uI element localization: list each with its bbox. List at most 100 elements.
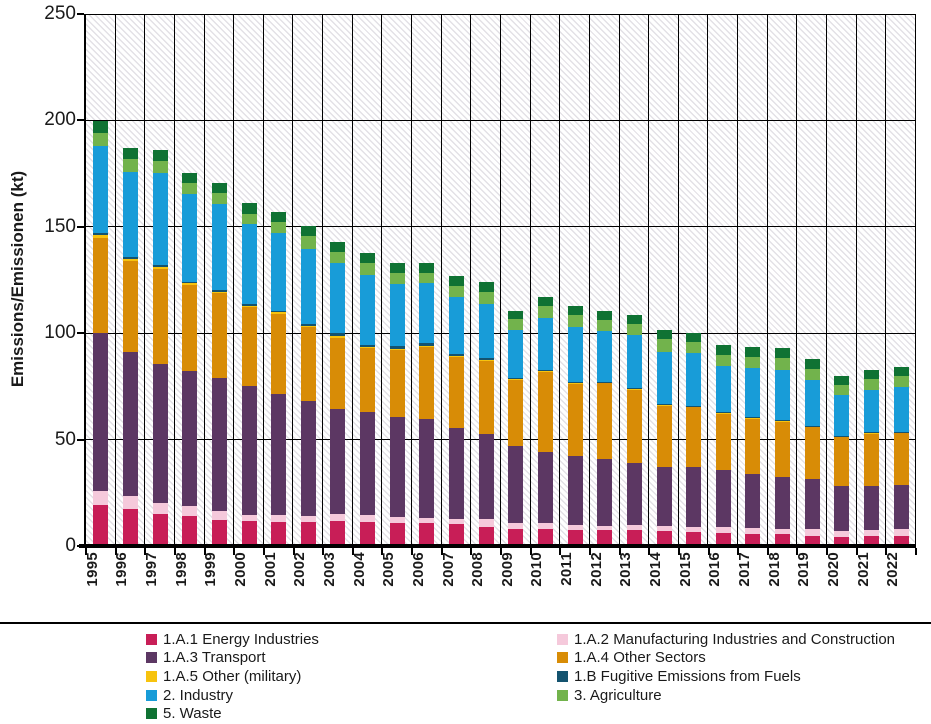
bar-segment-other-sectors-2005 <box>389 350 405 418</box>
x-tick-3 <box>173 548 176 555</box>
bar-segment-waste-2012 <box>597 310 613 320</box>
bar-1996 <box>122 148 138 546</box>
y-tick-250 <box>77 13 84 15</box>
bar-segment-other-sectors-1997 <box>152 268 168 365</box>
bar-segment-other-military-2009 <box>508 379 524 380</box>
bar-segment-waste-2015 <box>686 332 702 342</box>
bar-segment-fugitive-emissions-2020 <box>834 435 850 437</box>
x-tick-4 <box>203 548 206 555</box>
bar-segment-fugitive-emissions-2005 <box>389 346 405 349</box>
bar-segment-other-sectors-2013 <box>626 389 642 464</box>
x-tick-19 <box>648 548 651 555</box>
bar-segment-fugitive-emissions-2012 <box>597 381 613 383</box>
bar-segment-other-military-2004 <box>360 347 376 349</box>
bar-segment-other-sectors-1998 <box>182 285 198 371</box>
bar-segment-waste-1998 <box>182 172 198 184</box>
legend-swatch-fugitive-emissions <box>557 670 568 682</box>
gridline-100 <box>86 332 916 334</box>
bar-segment-transport-2018 <box>775 477 791 529</box>
y-label-50: 50 <box>54 428 76 450</box>
bar-segment-energy-industries-2010 <box>537 529 553 546</box>
bar-segment-agriculture-2001 <box>271 222 287 233</box>
bar-segment-agriculture-2004 <box>360 263 376 276</box>
x-label-2006: 2006 <box>409 552 427 587</box>
bar-segment-agriculture-2014 <box>656 339 672 352</box>
bar-segment-energy-industries-2021 <box>864 536 880 546</box>
y-label-0: 0 <box>65 535 76 556</box>
bar-segment-other-sectors-2015 <box>686 407 702 468</box>
bar-segment-transport-2014 <box>656 466 672 526</box>
x-tick-16 <box>559 548 562 555</box>
legend-item-energy-industries: 1.A.1 Energy Industries <box>146 630 319 649</box>
bar-segment-industry-2003 <box>330 263 346 334</box>
bar-segment-energy-industries-1999 <box>211 519 227 546</box>
category-column-2006 <box>412 15 442 546</box>
x-label-2009: 2009 <box>498 552 516 587</box>
bar-segment-transport-2011 <box>567 455 583 526</box>
bar-segment-waste-2000 <box>241 203 257 214</box>
bar-segment-agriculture-2007 <box>449 286 465 298</box>
bar-segment-manufacturing-construction-2009 <box>508 522 524 530</box>
category-column-2010 <box>531 15 561 546</box>
bar-segment-other-military-2000 <box>241 305 257 308</box>
bar-segment-industry-2006 <box>419 283 435 344</box>
bar-segment-other-sectors-2006 <box>419 347 435 420</box>
bar-segment-transport-2022 <box>893 484 909 530</box>
bar-segment-manufacturing-construction-2001 <box>271 515 287 522</box>
bar-segment-other-sectors-2007 <box>449 357 465 428</box>
bar-segment-other-sectors-2001 <box>271 313 287 395</box>
bar-segment-transport-2003 <box>330 408 346 515</box>
y-label-200: 200 <box>44 109 76 131</box>
category-column-1998 <box>175 15 205 546</box>
y-label-150: 150 <box>44 215 76 237</box>
bar-segment-waste-2011 <box>567 306 583 316</box>
bar-segment-energy-industries-1995 <box>93 504 109 546</box>
bar-segment-fugitive-emissions-2021 <box>864 432 880 434</box>
bar-segment-agriculture-2009 <box>508 319 524 331</box>
category-column-2013 <box>620 15 650 546</box>
bar-segment-manufacturing-construction-2017 <box>745 527 761 534</box>
x-label-2021: 2021 <box>854 552 872 587</box>
bar-segment-energy-industries-2015 <box>686 532 702 546</box>
bar-segment-agriculture-1997 <box>152 160 168 173</box>
bar-segment-other-sectors-1995 <box>93 237 109 334</box>
bar-segment-transport-1997 <box>152 364 168 504</box>
bar-segment-manufacturing-construction-2002 <box>300 516 316 522</box>
x-label-1999: 1999 <box>202 552 220 587</box>
x-label-2022: 2022 <box>884 552 902 587</box>
bar-segment-manufacturing-construction-2011 <box>567 525 583 531</box>
bar-segment-waste-2009 <box>508 310 524 320</box>
bar-2011 <box>567 306 583 546</box>
x-tick-23 <box>766 548 769 555</box>
bar-segment-waste-2017 <box>745 346 761 357</box>
bar-segment-other-sectors-2014 <box>656 406 672 467</box>
x-label-2007: 2007 <box>439 552 457 587</box>
bar-segment-fugitive-emissions-2011 <box>567 382 583 384</box>
bar-segment-other-military-2014 <box>656 405 672 406</box>
bar-segment-other-sectors-2004 <box>360 348 376 412</box>
bar-segment-manufacturing-construction-1996 <box>122 496 138 509</box>
bar-segment-energy-industries-1998 <box>182 516 198 546</box>
y-label-250: 250 <box>44 3 76 24</box>
bar-2017 <box>745 346 761 546</box>
x-label-2003: 2003 <box>320 552 338 587</box>
legend-swatch-waste <box>146 708 157 720</box>
bar-segment-other-military-2008 <box>478 359 494 361</box>
x-tick-28 <box>915 548 917 555</box>
bar-segment-energy-industries-2009 <box>508 529 524 546</box>
bar-segment-transport-2001 <box>271 394 287 516</box>
legend-label-other-military: 1.A.5 Other (military) <box>163 667 302 685</box>
bar-segment-agriculture-2021 <box>864 379 880 390</box>
bar-segment-other-military-2005 <box>389 348 405 351</box>
legend-swatch-transport <box>146 652 157 664</box>
bar-segment-other-sectors-2012 <box>597 383 613 460</box>
bar-segment-manufacturing-construction-1999 <box>211 511 227 520</box>
bar-segment-manufacturing-construction-2013 <box>626 525 642 531</box>
bar-segment-other-military-1998 <box>182 283 198 286</box>
bar-segment-transport-2010 <box>537 451 553 524</box>
bar-segment-energy-industries-2005 <box>389 522 405 546</box>
bar-segment-manufacturing-construction-2003 <box>330 514 346 522</box>
bar-segment-other-military-1996 <box>122 259 138 262</box>
bar-segment-other-sectors-2019 <box>804 427 820 479</box>
x-tick-2 <box>144 548 147 555</box>
